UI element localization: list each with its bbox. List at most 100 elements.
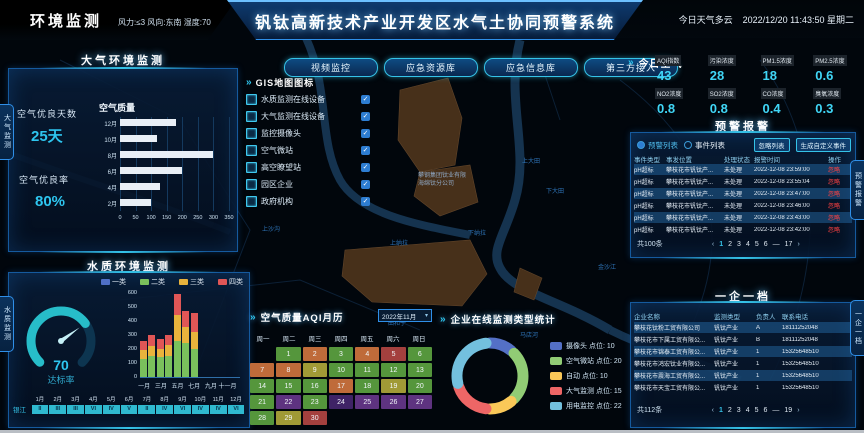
table-row[interactable]: 攀枝花市天宝工贸有限公... 钒钛产业 1 15325648510 (634, 382, 852, 393)
map-place-label: 上大田 (522, 159, 541, 165)
layer-item[interactable]: 空气微站 ✓ (246, 142, 374, 159)
page-number[interactable]: — (772, 406, 780, 414)
cell: pH超标 (634, 192, 654, 198)
page-number[interactable]: 19 (784, 406, 793, 414)
table-row[interactable]: pH超标 攀枝花市钒钛产... 未处理 2022-12-08 23:55:04 忽略 (634, 176, 852, 187)
table-row[interactable]: pH超标 攀枝花市钒钛产... 未处理 2022-12-08 23:43:00 忽略 (634, 212, 852, 223)
layer-item[interactable]: 高空瞭望站 ✓ (246, 159, 374, 176)
warning-panel-title: 预警报警 (715, 121, 771, 133)
list-mode-radio[interactable]: 事件列表 (684, 140, 725, 151)
stacked-bar-segment (190, 312, 198, 333)
toolbar-button[interactable]: 应急信息库 (484, 58, 578, 77)
map-place-label: 马店河 (520, 333, 539, 339)
table-row[interactable]: pH超标 攀枝花市钒钛产... 未处理 2022-12-08 23:59:00 忽略 (634, 164, 852, 175)
legend-label: 自动 点位: 10 (566, 372, 608, 380)
side-tab-warning[interactable]: 预警报警 (850, 160, 864, 220)
column-header: 事发位置 (666, 157, 692, 164)
side-tab-air-monitoring[interactable]: 大气监测 (0, 104, 14, 160)
cell: 攀枝花市钒钛产... (666, 168, 714, 174)
table-row[interactable]: 攀枝花市锦泰工贸有限公... 钒钛产业 1 15325648510 (634, 346, 852, 357)
row-action-link[interactable]: 忽略 (828, 180, 841, 186)
bar-track (120, 195, 229, 211)
cell: 钒钛产业 (714, 386, 739, 392)
row-action-link[interactable]: 忽略 (828, 228, 841, 234)
toolbar-button[interactable]: 应急资源库 (384, 58, 478, 77)
table-row[interactable]: pH超标 攀枝花市钒钛产... 未处理 2022-12-08 23:46:00 忽略 (634, 200, 852, 211)
page-number[interactable]: 1 (718, 406, 723, 414)
layer-checkbox[interactable]: ✓ (361, 95, 370, 104)
river-grade-cell: VI (84, 404, 102, 414)
page-number[interactable]: 2 (727, 406, 732, 414)
legend-swatch (179, 279, 188, 285)
gis-layer-header[interactable]: » GIS地图图标 (246, 74, 374, 91)
page-title: 钒钛高新技术产业开发区水气土协同预警系统 (254, 14, 615, 32)
calendar-day-cell: 11 (355, 363, 380, 377)
side-tab-water-monitoring[interactable]: 水质监测 (0, 296, 14, 352)
layer-checkbox[interactable]: ✓ (361, 180, 370, 189)
list-mode-radio[interactable]: 预警列表 (637, 140, 678, 151)
page-prev[interactable]: ‹ (711, 406, 714, 414)
layer-checkbox[interactable]: ✓ (361, 129, 370, 138)
page-number[interactable]: 4 (745, 240, 750, 248)
row-action-link[interactable]: 忽略 (828, 204, 841, 210)
layer-checkbox[interactable]: ✓ (361, 112, 370, 121)
weekday-label: 周五 (360, 336, 374, 343)
table-row[interactable]: 攀枝花市下属工贸有限公... 钒钛产业 B 18111252048 (634, 334, 852, 345)
enterprise-type-title: 企业在线监测类型统计 (450, 315, 556, 326)
page-number[interactable]: 3 (737, 240, 741, 248)
page-next[interactable]: › (797, 240, 800, 248)
calendar-day-cell: 22 (276, 395, 301, 409)
layer-item[interactable]: 政府机构 ✓ (246, 193, 374, 210)
calendar-month-select[interactable]: 2022年11月 ▾ (378, 309, 432, 322)
stat-label: 臭氧浓度 (813, 88, 842, 99)
column-header: 负责人 (756, 314, 776, 321)
calendar-day-cell: 10 (328, 363, 354, 377)
layer-item[interactable]: 水质监测在线设备 ✓ (246, 91, 374, 108)
layer-checkbox[interactable]: ✓ (361, 197, 370, 206)
side-tab-enterprise[interactable]: 一企一档 (850, 300, 864, 356)
weekday-label: 周日 (412, 336, 426, 343)
layer-checkbox[interactable]: ✓ (361, 163, 370, 172)
table-row[interactable]: 攀枝花市震海工贸有限公... 钒钛产业 1 15325648510 (634, 370, 852, 381)
river-grade-cell: IV (209, 404, 227, 414)
page-number[interactable]: 17 (784, 240, 793, 248)
panel-button[interactable]: 忽略列表 (753, 138, 790, 152)
map-place-label: 上沙沟 (262, 227, 281, 233)
cell: 攀枝花市钒钛产... (666, 180, 714, 186)
air-quality-bar-chart: 12月 10月 8月 6月 4月 2月 (97, 115, 229, 211)
table-row[interactable]: pH超标 攀枝花市钒钛产... 未处理 2022-12-08 23:47:00 忽略 (634, 188, 852, 199)
stat-box: CO浓度 0.4 (760, 83, 809, 116)
warning-table: pH超标 攀枝花市钒钛产... 未处理 2022-12-08 23:59:00 忽略 pH… (634, 164, 852, 236)
layer-checkbox[interactable]: ✓ (361, 146, 370, 155)
page-number[interactable]: 5 (754, 240, 759, 248)
radio-icon (684, 141, 692, 149)
layer-item[interactable]: 大气监测在线设备 ✓ (246, 108, 374, 125)
table-row[interactable]: 攀枝花市鸿宏钛业有限公... 钒钛产业 1 15325648510 (634, 358, 852, 369)
page-number[interactable]: 2 (728, 240, 733, 248)
page-number[interactable]: 4 (745, 406, 750, 414)
page-number[interactable]: 3 (736, 406, 741, 414)
toolbar-button[interactable]: 第三方接入 (584, 58, 678, 77)
toolbar-button[interactable]: 视频监控 (284, 58, 378, 77)
page-number[interactable]: 6 (763, 406, 768, 414)
layer-item[interactable]: 园区企业 ✓ (246, 176, 374, 193)
panel-button[interactable]: 生成自定义事件 (795, 138, 851, 152)
table-row[interactable]: pH超标 攀枝花市钒钛产... 未处理 2022-12-08 23:42:00 忽略 (634, 224, 852, 235)
page-number[interactable]: 6 (763, 240, 768, 248)
layer-item[interactable]: 监控摄像头 ✓ (246, 125, 374, 142)
row-action-link[interactable]: 忽略 (828, 192, 841, 198)
page-number[interactable]: 5 (754, 406, 759, 414)
table-row[interactable]: 攀枝花钛粉工贸有限公司 钒钛产业 A 18111252048 (634, 322, 852, 333)
page-next[interactable]: › (797, 406, 800, 414)
row-action-link[interactable]: 忽略 (828, 216, 841, 222)
page-number[interactable]: 1 (719, 240, 724, 248)
donut-segment (451, 337, 529, 415)
page-prev[interactable]: ‹ (711, 240, 715, 248)
row-action-link[interactable]: 忽略 (828, 168, 841, 174)
calendar-month-value: 2022年11月 (382, 313, 417, 321)
page-number[interactable]: — (772, 240, 780, 248)
cell: 18111252048 (782, 324, 818, 331)
weekday-label: 周二 (282, 336, 296, 343)
cell: 攀枝花钛粉工贸有限公司 (634, 326, 701, 332)
